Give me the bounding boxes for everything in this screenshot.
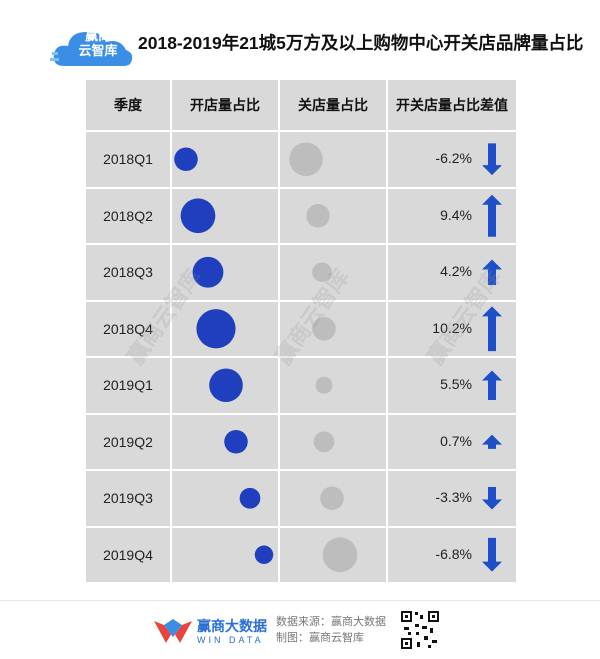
close-share-bubble	[306, 203, 330, 228]
open-share-bubble	[174, 147, 198, 172]
data-source: 数据来源：赢商大数据 制图：赢商云智库	[276, 614, 386, 646]
column-header-open-share: 开店量占比	[172, 80, 278, 130]
qr-code-icon	[400, 610, 440, 650]
open-share-bubble	[239, 487, 261, 509]
logo-text: 赢商 云智库	[66, 28, 130, 58]
chart-marks	[174, 142, 502, 573]
footer: 赢商大数据 WIN DATA 数据来源：赢商大数据 制图：赢商云智库	[0, 600, 600, 659]
season-label: 2019Q4	[103, 546, 153, 563]
difference-label: 4.2%	[440, 263, 472, 280]
column-header-close-share: 关店量占比	[280, 80, 386, 130]
table-cell	[86, 358, 170, 413]
arrow-up-icon	[482, 194, 502, 237]
column-header-difference: 开关店量占比差值	[388, 80, 516, 130]
close-share-bubble	[315, 376, 333, 394]
difference-label: 10.2%	[432, 319, 472, 336]
season-label: 2018Q2	[103, 207, 153, 224]
credit-line: 制图：赢商云智库	[276, 632, 364, 644]
open-share-bubble	[192, 256, 224, 288]
table-cell	[86, 471, 170, 526]
arrow-down-icon	[482, 537, 502, 572]
table-cell	[86, 188, 170, 243]
column-header-season: 季度	[86, 80, 170, 130]
arrow-up-icon	[482, 259, 502, 285]
table-cell	[280, 245, 386, 300]
data-table: 季度 开店量占比 关店量占比 开关店量占比差值 2018Q1 -6.2% 2018Q…	[86, 80, 516, 582]
close-share-bubble	[312, 316, 336, 341]
logo-text-line: 赢商 云智库	[78, 28, 118, 58]
difference-label: -3.3%	[435, 489, 472, 506]
brand-subtitle: WIN DATA	[197, 635, 264, 645]
difference-label: 5.5%	[440, 376, 472, 393]
source-line: 数据来源：赢商大数据	[276, 616, 386, 628]
open-share-bubble	[209, 368, 243, 403]
close-share-bubble	[320, 486, 344, 511]
difference-label: 9.4%	[440, 206, 472, 223]
brand-name: 赢商大数据	[197, 618, 267, 634]
close-share-bubble	[289, 142, 323, 177]
arrow-down-icon	[482, 486, 502, 510]
table-cell	[280, 358, 386, 413]
open-share-bubble	[196, 309, 236, 349]
table-cell	[86, 301, 170, 356]
season-label: 2019Q2	[103, 433, 153, 450]
season-label: 2019Q1	[103, 377, 153, 394]
table-cell	[86, 527, 170, 582]
chart-title: 2018-2019年21城5万方及以上购物中心开关店品牌量占比	[138, 33, 584, 53]
season-label: 2018Q4	[103, 320, 153, 337]
close-share-bubble	[312, 262, 332, 283]
arrow-down-icon	[482, 143, 502, 176]
close-share-bubble	[313, 431, 335, 453]
open-share-bubble	[254, 545, 274, 564]
arrow-up-icon	[482, 434, 502, 449]
season-label: 2019Q3	[103, 490, 153, 507]
win-data-logo-icon	[154, 619, 192, 643]
table-cell	[172, 245, 278, 300]
table-cell	[280, 188, 386, 243]
difference-label: -6.8%	[435, 545, 472, 562]
season-label: 2018Q1	[103, 151, 153, 168]
cloud-logo-icon	[50, 31, 133, 66]
table-cell	[86, 414, 170, 469]
header: 赢商 云智库 2018-2019年21城5万方及以上购物中心开关店品牌量占比	[0, 0, 600, 78]
open-share-bubble	[224, 429, 248, 454]
table-cell	[86, 132, 170, 187]
arrow-up-icon	[482, 370, 502, 401]
season-label: 2018Q3	[103, 264, 153, 281]
difference-label: 0.7%	[440, 432, 472, 449]
table-cell	[86, 245, 170, 300]
arrow-up-icon	[482, 306, 502, 352]
close-share-bubble	[322, 537, 358, 573]
difference-label: -6.2%	[435, 150, 472, 167]
open-share-bubble	[180, 198, 216, 234]
